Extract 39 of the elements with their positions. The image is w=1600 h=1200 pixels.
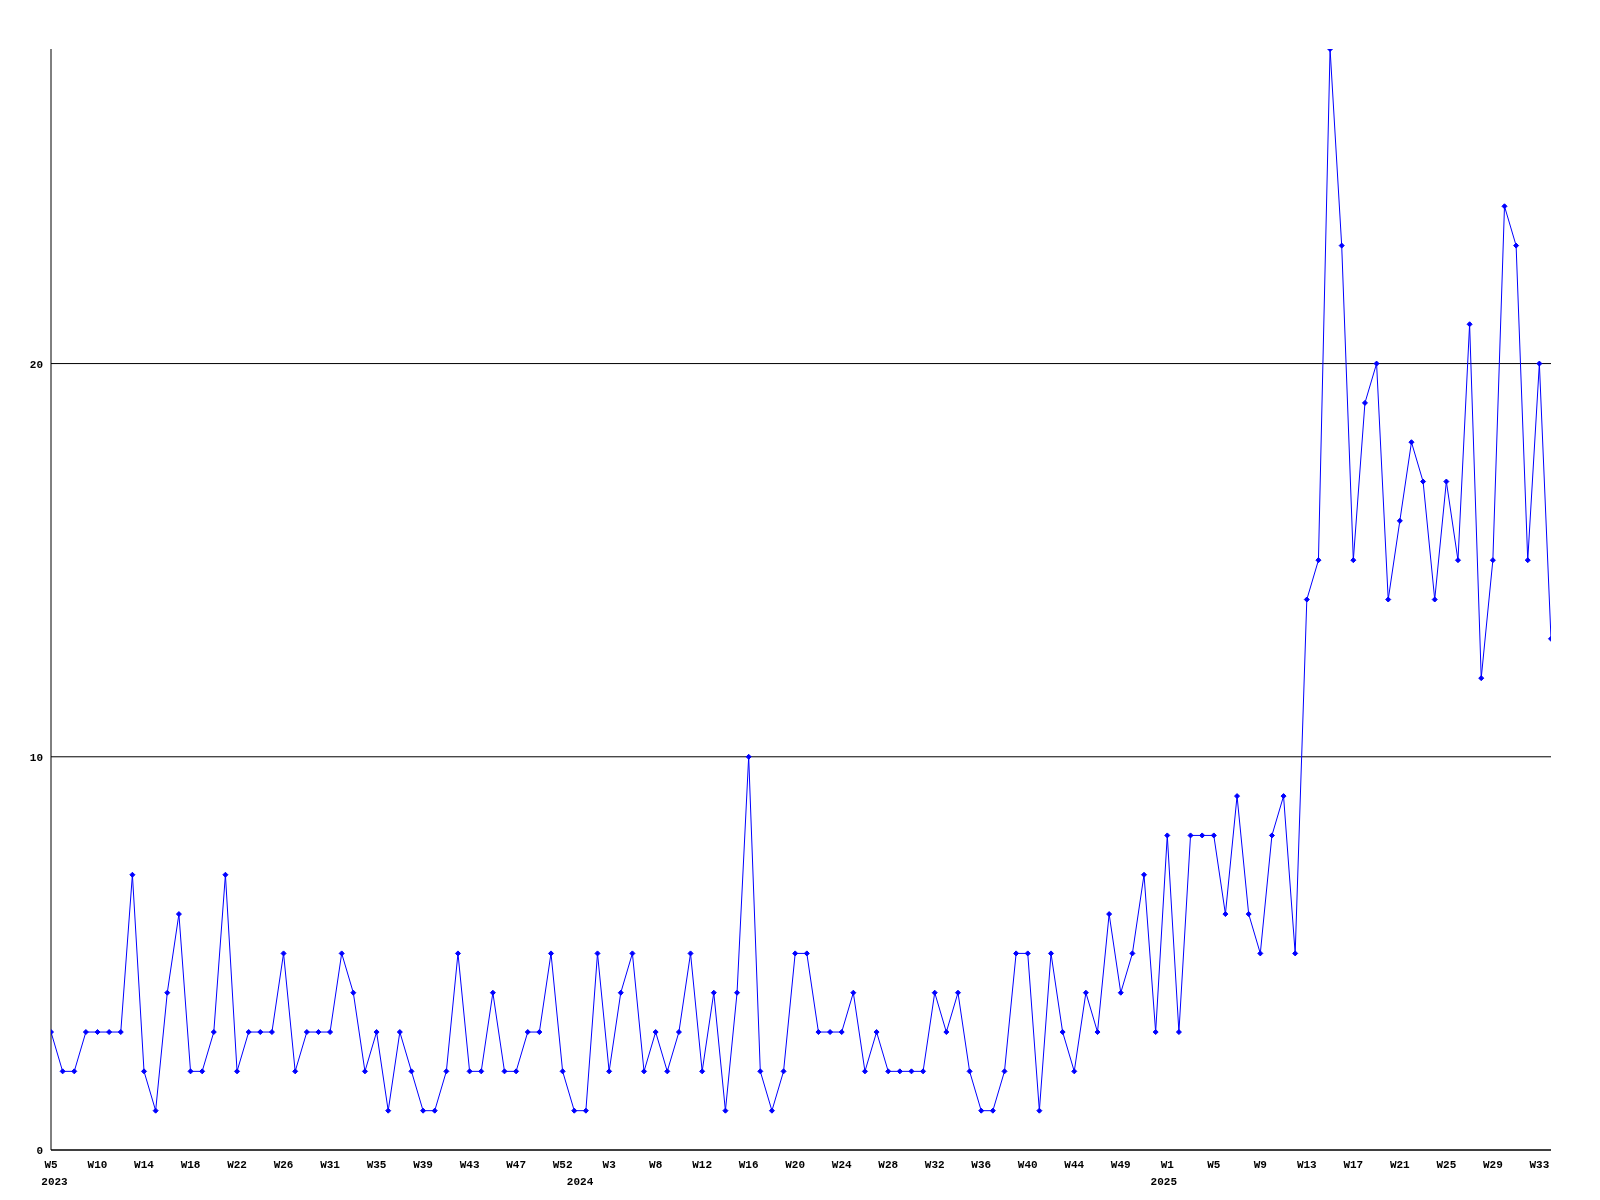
x-tick-label: W43 <box>459 1159 480 1171</box>
x-tick-label: W5 <box>1207 1159 1221 1171</box>
x-tick-label: W22 <box>227 1159 247 1171</box>
x-tick-label: W25 <box>1436 1159 1457 1171</box>
y-tick-label: 10 <box>29 751 43 764</box>
x-tick-label: W36 <box>971 1159 992 1171</box>
x-tick-label: W26 <box>273 1159 294 1171</box>
x-tick-label: W47 <box>506 1159 527 1171</box>
x-tick-label: W9 <box>1253 1159 1267 1171</box>
x-tick-label: W5 <box>44 1159 58 1171</box>
x-tick-label: W32 <box>924 1159 945 1171</box>
x-tick-label: W31 <box>320 1159 341 1171</box>
x-tick-label: W8 <box>649 1159 663 1171</box>
x-tick-label: W29 <box>1482 1159 1503 1171</box>
x-tick-label: W28 <box>878 1159 899 1171</box>
text: 2024 <box>566 1176 594 1188</box>
x-tick-label: W40 <box>1017 1159 1038 1171</box>
x-tick-label: W14 <box>134 1159 155 1171</box>
x-tick-label: W10 <box>87 1159 108 1171</box>
x-tick-label: W17 <box>1343 1159 1364 1171</box>
x-tick-label: W1 <box>1160 1159 1175 1171</box>
x-tick-label: W3 <box>602 1159 617 1171</box>
x-tick-label: W33 <box>1529 1159 1550 1171</box>
x-tick-label: W13 <box>1296 1159 1318 1171</box>
text: 2023 <box>41 1176 69 1188</box>
x-tick-label: W24 <box>831 1159 852 1171</box>
x-tick-label: W18 <box>180 1159 201 1171</box>
x-tick-label: W16 <box>738 1159 759 1171</box>
x-tick-label: W35 <box>366 1159 387 1171</box>
x-tick-label: W44 <box>1064 1159 1085 1171</box>
y-tick-label: 20 <box>29 358 43 371</box>
x-tick-label: W49 <box>1110 1159 1131 1171</box>
text: 2025 <box>1150 1176 1178 1188</box>
x-tick-label: W52 <box>552 1159 573 1171</box>
x-tick-label: W20 <box>785 1159 806 1171</box>
x-tick-label: W21 <box>1389 1159 1411 1171</box>
y-tick-label: 0 <box>36 1145 43 1157</box>
x-tick-label: W39 <box>413 1159 433 1171</box>
x-tick-label: W12 <box>692 1159 713 1171</box>
